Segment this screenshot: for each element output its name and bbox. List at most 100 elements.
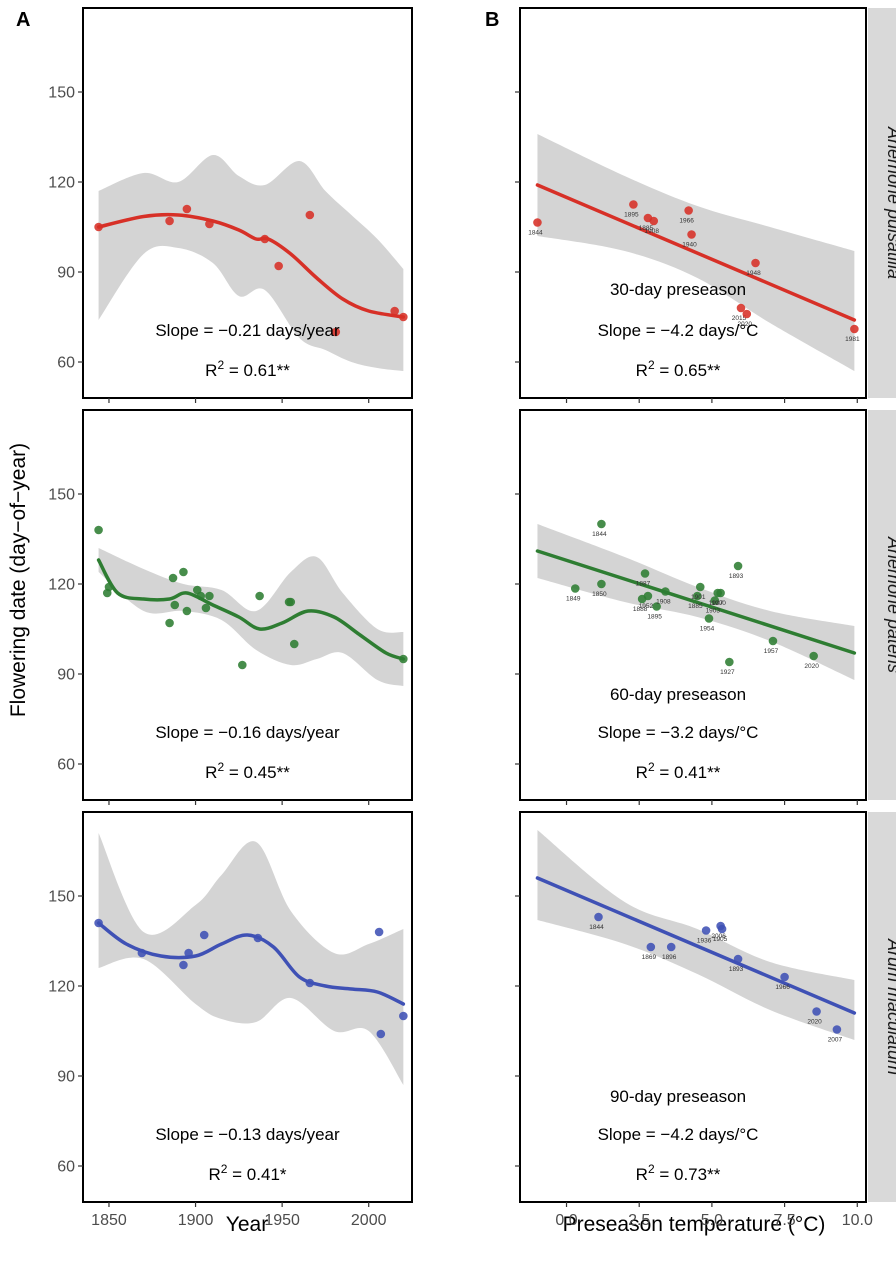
point-year-label: 1895 [624,212,639,219]
data-point [137,948,147,958]
data-point [94,918,103,928]
confidence-band [98,548,404,686]
data-point [238,660,247,670]
y-axis-title: Flowering date (day−of−year) [7,443,30,717]
annotation-text: Slope = −4.2 days/°C [598,1125,759,1144]
x-axis-title-temperature: Preseason temperature (°C) [563,1213,826,1236]
strip-label: Arum maculatum [884,938,896,1075]
data-point [255,591,264,601]
data-point [695,582,705,592]
point-year-label: 2020 [804,663,819,670]
panel-letter-b: B [485,9,499,31]
data-point [260,234,270,244]
data-point [179,567,188,577]
data-point [629,200,638,209]
data-point [704,614,714,623]
data-point [768,636,778,646]
r-squared-value: = 0.73** [655,1165,721,1184]
y-tick-label: 60 [57,1159,75,1176]
r-symbol: R [636,361,648,380]
annotation-text: 30-day preseason [610,280,746,299]
data-point [399,654,408,664]
y-tick-label: 150 [48,889,75,906]
data-point [399,312,408,322]
data-point [168,573,178,583]
point-year-label: 1896 [662,954,677,961]
point-year-label: 1869 [642,954,657,961]
annotation-text: Slope = −4.2 days/°C [598,321,759,340]
data-point [597,579,606,589]
panel-frame [519,811,867,1203]
data-point [780,972,789,982]
data-point [205,591,214,601]
point-year-label: 1940 [682,242,697,249]
data-point [710,596,720,605]
data-point [687,230,696,239]
point-year-label: 1844 [592,531,607,538]
point-year-label: 1952 [639,603,654,610]
strip-background [868,8,896,398]
strip-background [868,812,896,1202]
y-tick-label: 90 [57,1069,75,1086]
data-point [179,960,188,970]
data-point [274,261,283,271]
trend-line [535,876,857,1015]
data-point [646,942,656,952]
point-year-label: 1927 [720,669,735,676]
data-point [165,618,174,628]
data-point [331,327,341,337]
data-point [809,651,818,661]
r-squared-value: = 0.41* [227,1165,286,1184]
r-superscript: 2 [217,760,224,774]
point-year-label: 1903 [706,608,721,615]
data-point [649,216,659,226]
point-year-label: 1895 [647,614,662,621]
data-point [661,587,670,596]
data-point [533,218,542,227]
panel-a-row-2: 60 90 120 150 Slope = −0.16 days/year R2 = 0.… [48,409,413,805]
point-year-label: 1966 [775,984,790,991]
annotation-text: Slope = −0.13 days/year [155,1125,340,1144]
data-point [390,306,399,316]
y-tick-label: 150 [48,487,75,504]
point-year-label: 1937 [708,600,723,607]
data-point [850,324,859,334]
point-year-label: 1885 [639,225,654,232]
data-point [716,588,725,598]
panel-frame [82,7,413,399]
point-year-label: 2007 [828,1037,843,1044]
data-point [170,600,180,610]
data-point [643,591,653,601]
strip-background [868,410,896,800]
confidence-band [98,833,404,1085]
point-year-label: 1905 [713,936,728,943]
annotation-text: Slope = −3.2 days/°C [598,723,759,742]
point-year-label: 1901 [691,594,706,601]
y-tick-label: 90 [57,667,75,684]
r-squared-label: R2 = 0.41** [636,760,721,782]
data-point [376,1029,386,1039]
r-symbol: R [208,1165,220,1184]
point-year-label: 1844 [528,230,543,237]
panel-b-row-2: 1844 1849 1850 1888 1887 1952 1895 1908 1885 1901… [515,409,867,805]
data-point [751,258,760,268]
data-point [374,927,384,937]
panel-frame [82,811,413,1203]
point-year-label: 1887 [636,581,651,588]
data-point [812,1007,821,1016]
strip-label: Anemone pulsatilla [884,126,896,279]
data-point [832,1025,842,1034]
panel-a-row-3: 60 90 120 150 1850 1900 1950 2000 Slope = −0.13 … [48,811,413,1229]
data-point [594,912,603,922]
x-tick-label: 10.0 [842,1212,873,1229]
data-point [286,597,296,607]
r-symbol: R [205,763,217,782]
panel-frame [519,7,867,399]
r-squared-value: = 0.61** [224,361,290,380]
trend-line [535,549,857,655]
point-year-label: 1849 [566,596,581,603]
r-superscript: 2 [648,760,655,774]
